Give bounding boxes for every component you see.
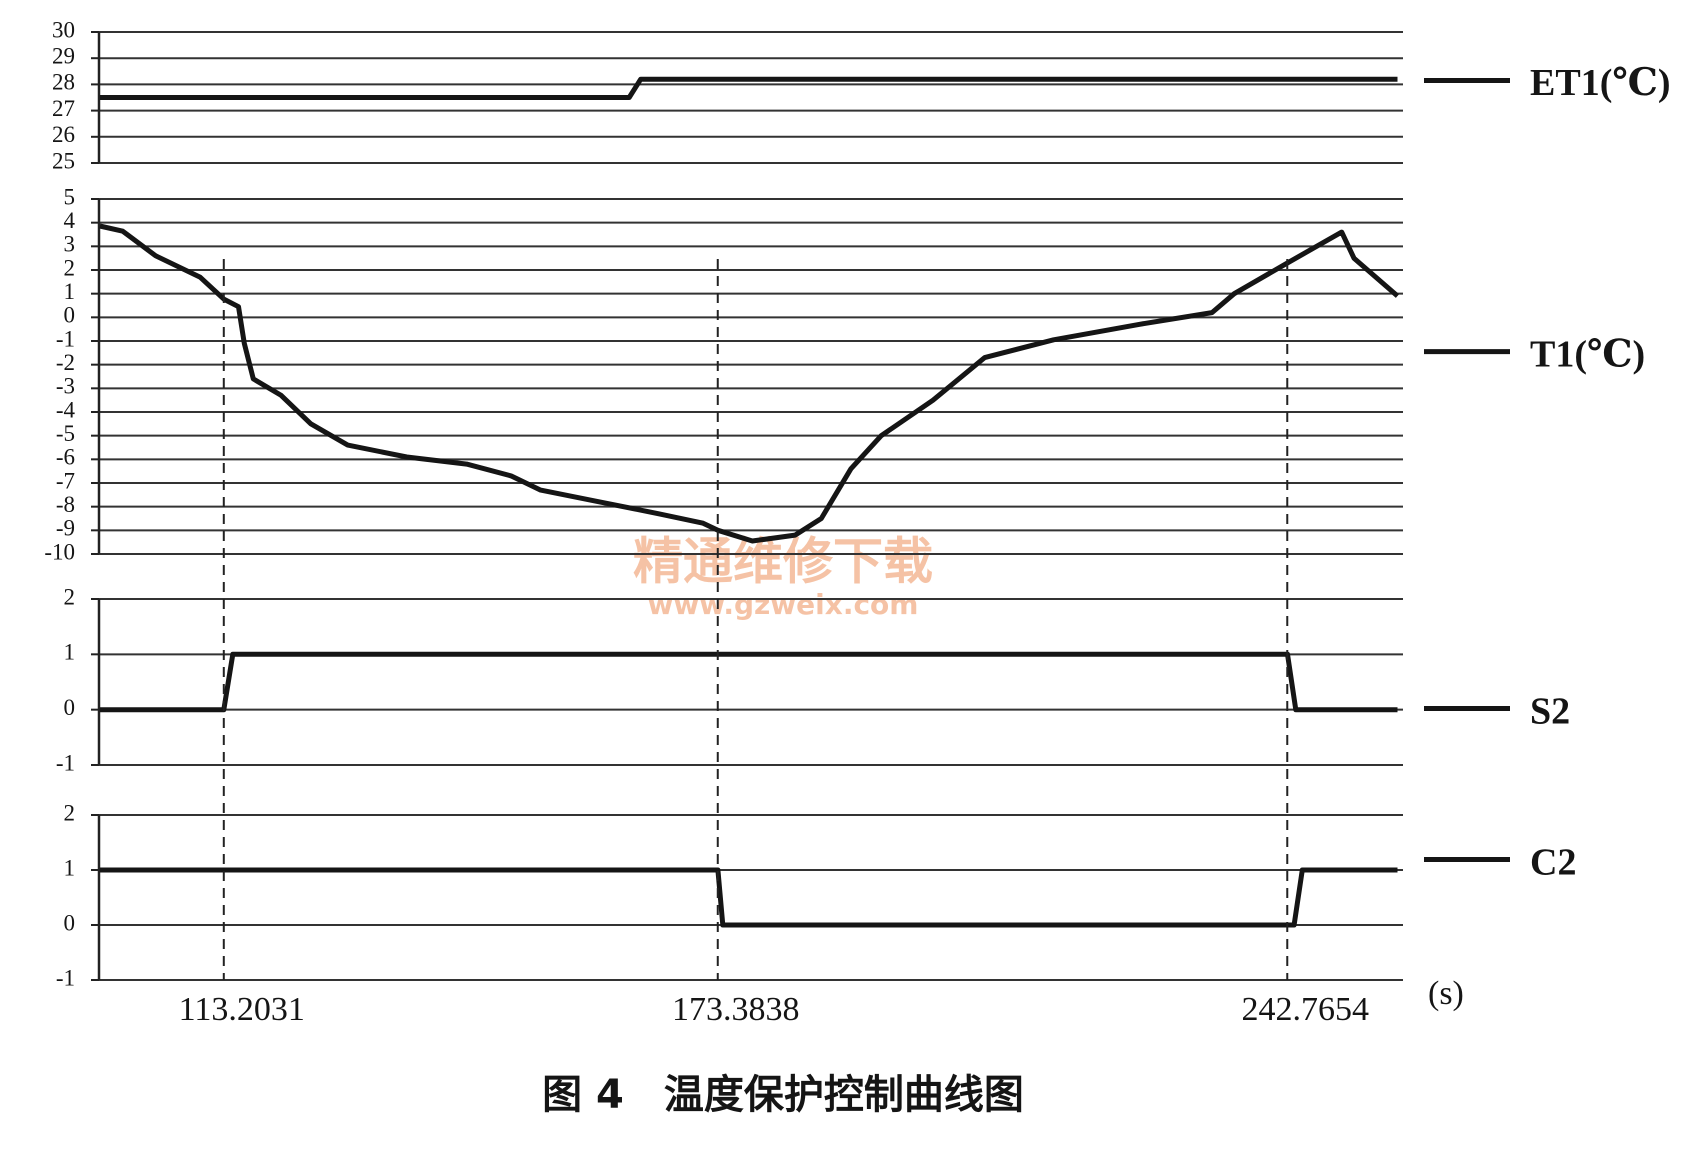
y-tick-label: -6 [56, 445, 75, 470]
x-axis-label: (s) [1428, 975, 1464, 1012]
x-tick-label: 113.2031 [179, 991, 305, 1028]
legend-label: T1(℃) [1530, 333, 1645, 375]
y-tick-label: -3 [56, 374, 75, 399]
y-tick-label: 1 [64, 640, 76, 665]
y-tick-label: -10 [44, 539, 75, 564]
y-tick-label: 2 [64, 255, 76, 280]
x-tick-label: 173.3838 [672, 991, 800, 1028]
watermark-title: 精通维修下载 [633, 533, 933, 591]
y-tick-label: 28 [52, 70, 75, 95]
y-tick-label: 0 [64, 910, 76, 935]
y-tick-label: -9 [56, 516, 75, 541]
y-tick-label: 30 [52, 17, 75, 42]
series-line [99, 867, 1398, 928]
y-tick-label: 5 [64, 184, 76, 209]
y-tick-label: 0 [64, 695, 76, 720]
y-tick-label: 2 [64, 800, 76, 825]
y-tick-label: 29 [52, 43, 75, 68]
legend-label: C2 [1530, 841, 1576, 883]
series-line [99, 223, 1400, 544]
y-tick-label: 1 [64, 855, 76, 880]
y-tick-label: -7 [56, 468, 75, 493]
watermark-url: www.gzweix.com [648, 588, 919, 621]
y-tick-label: 2 [64, 584, 76, 609]
y-tick-label: 0 [64, 303, 76, 328]
y-tick-label: -2 [56, 350, 75, 375]
legend-label: S2 [1530, 690, 1570, 732]
caption: 图 4 温度保护控制曲线图 [542, 1072, 1024, 1118]
x-tick-label: 242.7654 [1242, 991, 1370, 1028]
y-tick-label: -4 [56, 397, 76, 422]
y-tick-label: -1 [56, 965, 75, 990]
y-tick-label: 1 [64, 279, 76, 304]
y-tick-label: -5 [56, 421, 75, 446]
y-tick-label: -1 [56, 750, 75, 775]
legend-label: ET1(℃) [1530, 62, 1671, 104]
y-tick-label: -1 [56, 326, 75, 351]
y-tick-label: 3 [64, 232, 76, 257]
y-tick-label: 25 [52, 148, 75, 173]
y-tick-label: 27 [52, 96, 75, 121]
y-tick-label: 4 [64, 208, 76, 233]
y-tick-label: -8 [56, 492, 75, 517]
y-tick-label: 26 [52, 122, 75, 147]
series-line [99, 76, 1398, 100]
series-line [99, 651, 1398, 713]
